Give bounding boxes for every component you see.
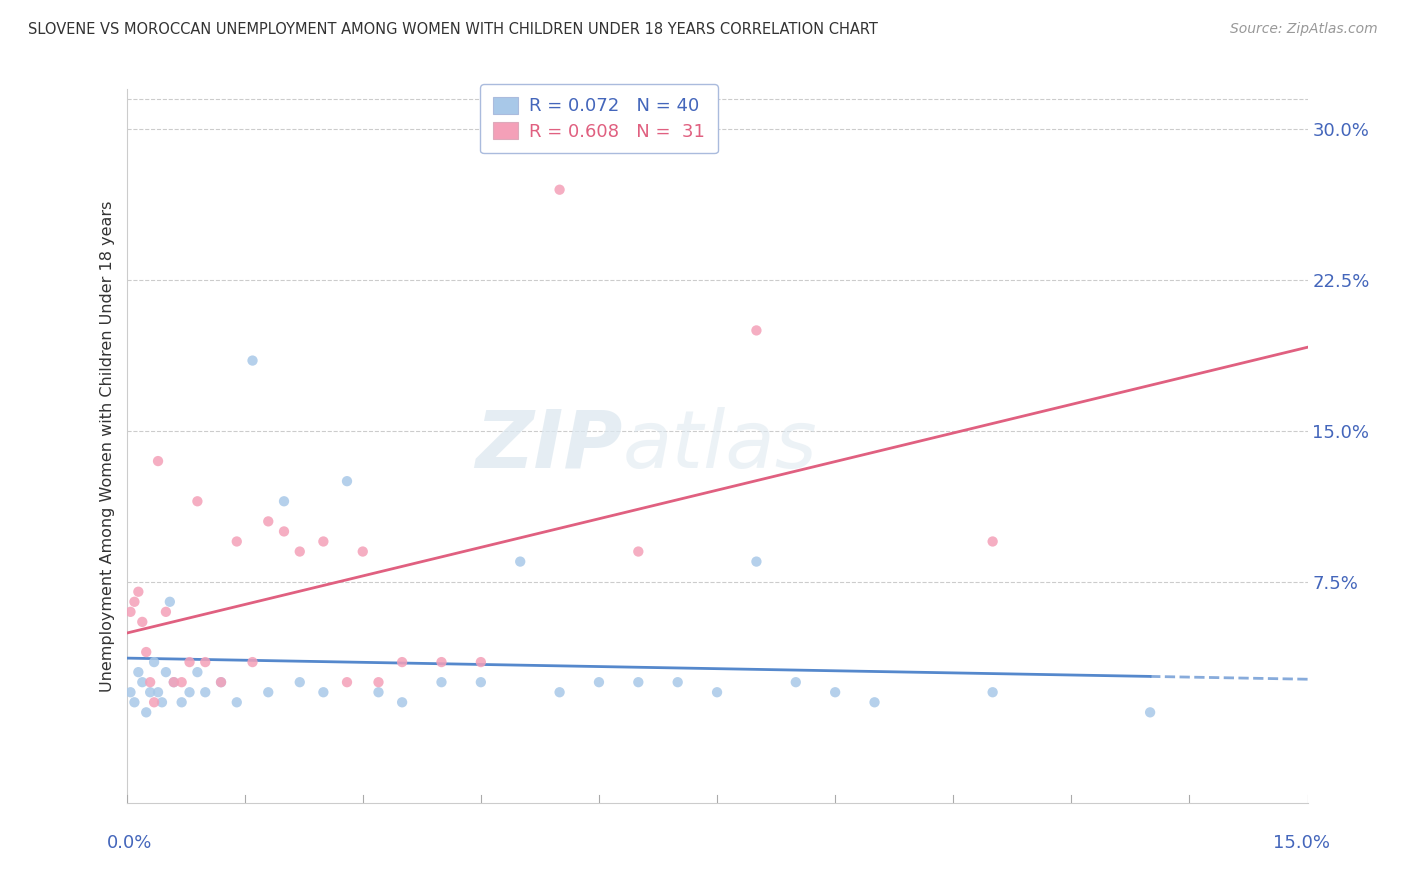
Point <box>131 615 153 629</box>
Point <box>588 675 610 690</box>
Text: atlas: atlas <box>623 407 817 485</box>
Point <box>273 494 295 508</box>
Point <box>824 685 846 699</box>
Point <box>745 555 768 569</box>
Point <box>470 655 492 669</box>
Point <box>127 584 149 599</box>
Point <box>981 685 1004 699</box>
Point <box>273 524 295 539</box>
Point <box>863 695 886 709</box>
Point <box>131 675 153 690</box>
Point <box>186 494 208 508</box>
Point <box>257 685 280 699</box>
Y-axis label: Unemployment Among Women with Children Under 18 years: Unemployment Among Women with Children U… <box>100 201 115 691</box>
Point <box>170 675 193 690</box>
Point <box>194 655 217 669</box>
Point <box>120 685 142 699</box>
Point <box>367 675 389 690</box>
Point <box>257 515 280 529</box>
Text: SLOVENE VS MOROCCAN UNEMPLOYMENT AMONG WOMEN WITH CHILDREN UNDER 18 YEARS CORREL: SLOVENE VS MOROCCAN UNEMPLOYMENT AMONG W… <box>28 22 877 37</box>
Text: 0.0%: 0.0% <box>107 834 152 852</box>
Point <box>146 454 169 468</box>
Point <box>430 675 453 690</box>
Point <box>209 675 232 690</box>
Point <box>146 685 169 699</box>
Point <box>1139 706 1161 720</box>
Point <box>981 534 1004 549</box>
Point <box>242 655 264 669</box>
Point <box>155 605 177 619</box>
Point <box>509 555 531 569</box>
Point <box>124 595 146 609</box>
Point <box>135 706 157 720</box>
Point <box>627 675 650 690</box>
Point <box>163 675 186 690</box>
Point <box>352 544 374 558</box>
Point <box>186 665 208 680</box>
Point <box>124 695 146 709</box>
Point <box>470 675 492 690</box>
Point <box>312 685 335 699</box>
Point <box>120 605 142 619</box>
Point <box>143 695 166 709</box>
Point <box>785 675 807 690</box>
Text: 15.0%: 15.0% <box>1274 834 1330 852</box>
Point <box>666 675 689 690</box>
Point <box>745 323 768 337</box>
Point <box>391 695 413 709</box>
Point <box>336 474 359 488</box>
Point <box>179 655 201 669</box>
Point <box>150 695 173 709</box>
Legend: R = 0.072   N = 40, R = 0.608   N =  31: R = 0.072 N = 40, R = 0.608 N = 31 <box>481 84 717 153</box>
Point <box>225 534 247 549</box>
Point <box>135 645 157 659</box>
Point <box>179 685 201 699</box>
Point <box>312 534 335 549</box>
Point <box>336 675 359 690</box>
Point <box>225 695 247 709</box>
Point <box>706 685 728 699</box>
Point <box>139 675 162 690</box>
Point <box>430 655 453 669</box>
Point <box>139 685 162 699</box>
Text: Source: ZipAtlas.com: Source: ZipAtlas.com <box>1230 22 1378 37</box>
Point <box>391 655 413 669</box>
Point <box>194 685 217 699</box>
Point <box>548 685 571 699</box>
Point <box>127 665 149 680</box>
Point <box>548 183 571 197</box>
Point <box>163 675 186 690</box>
Text: ZIP: ZIP <box>475 407 623 485</box>
Point <box>170 695 193 709</box>
Point <box>627 544 650 558</box>
Point <box>155 665 177 680</box>
Point <box>209 675 232 690</box>
Point <box>159 595 181 609</box>
Point <box>288 544 311 558</box>
Point <box>143 655 166 669</box>
Point <box>288 675 311 690</box>
Point <box>242 353 264 368</box>
Point <box>367 685 389 699</box>
